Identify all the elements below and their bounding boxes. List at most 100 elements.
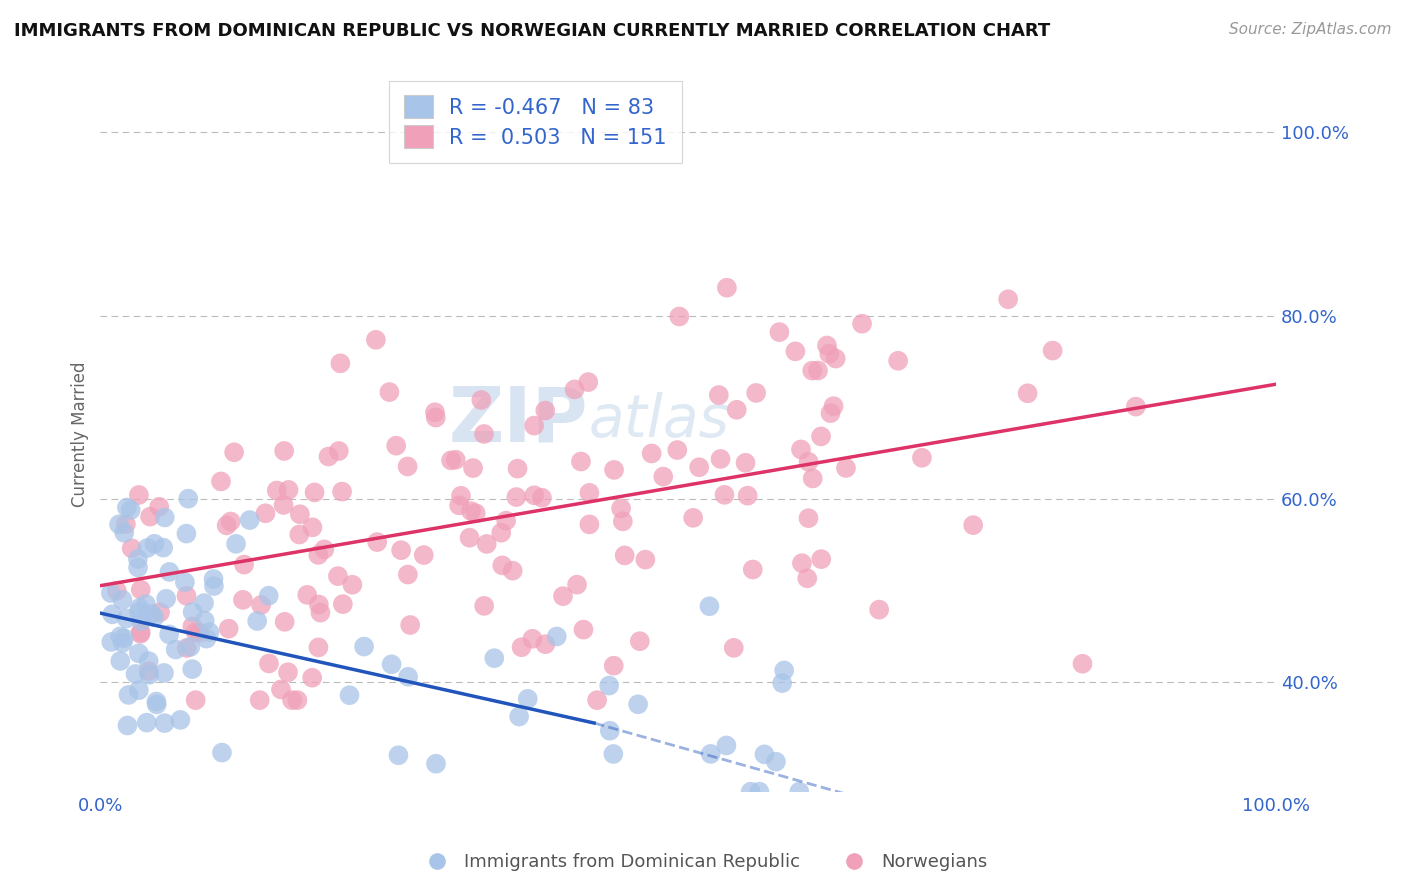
Point xyxy=(818,347,841,361)
Point xyxy=(460,504,482,518)
Point xyxy=(707,388,730,402)
Point xyxy=(699,599,721,614)
Point xyxy=(239,513,262,527)
Point xyxy=(233,558,256,572)
Point xyxy=(396,567,419,582)
Point xyxy=(546,630,568,644)
Point xyxy=(194,614,217,628)
Point xyxy=(353,640,375,654)
Point xyxy=(790,442,813,457)
Point xyxy=(273,444,295,458)
Point xyxy=(381,657,404,672)
Point xyxy=(425,756,447,771)
Point xyxy=(602,747,624,761)
Point xyxy=(725,402,748,417)
Point xyxy=(815,338,838,352)
Point xyxy=(100,635,122,649)
Point xyxy=(610,501,633,516)
Point xyxy=(962,518,984,533)
Point xyxy=(309,606,332,620)
Point xyxy=(723,640,745,655)
Point xyxy=(820,406,842,420)
Point xyxy=(232,592,254,607)
Point xyxy=(188,625,211,640)
Point xyxy=(564,383,586,397)
Point xyxy=(887,353,910,368)
Point xyxy=(810,429,832,443)
Point xyxy=(801,471,824,485)
Point xyxy=(304,485,326,500)
Point xyxy=(108,517,131,532)
Point xyxy=(273,615,295,629)
Point xyxy=(628,634,651,648)
Point xyxy=(484,651,506,665)
Point xyxy=(911,450,934,465)
Point xyxy=(295,588,318,602)
Point xyxy=(115,611,138,625)
Text: atlas: atlas xyxy=(588,392,730,449)
Point xyxy=(470,392,492,407)
Point xyxy=(128,488,150,502)
Point xyxy=(117,718,139,732)
Point xyxy=(115,500,138,515)
Point xyxy=(155,591,177,606)
Point xyxy=(219,515,242,529)
Point xyxy=(176,640,198,655)
Point xyxy=(810,552,832,566)
Point xyxy=(224,445,246,459)
Point xyxy=(143,537,166,551)
Point xyxy=(508,709,530,723)
Point xyxy=(288,527,311,541)
Point xyxy=(709,452,731,467)
Point xyxy=(773,664,796,678)
Point xyxy=(209,475,232,489)
Point xyxy=(307,640,329,655)
Point xyxy=(502,564,524,578)
Point xyxy=(131,614,153,628)
Point xyxy=(127,552,149,566)
Point xyxy=(785,344,807,359)
Point xyxy=(458,531,481,545)
Point xyxy=(318,450,340,464)
Point xyxy=(495,514,517,528)
Point xyxy=(522,632,544,646)
Point xyxy=(586,693,609,707)
Point xyxy=(111,592,134,607)
Point xyxy=(287,693,309,707)
Legend: R = -0.467   N = 83, R =  0.503   N = 151: R = -0.467 N = 83, R = 0.503 N = 151 xyxy=(389,80,682,162)
Point xyxy=(797,455,820,469)
Point xyxy=(516,691,538,706)
Point xyxy=(740,785,762,799)
Point xyxy=(249,693,271,707)
Point xyxy=(737,489,759,503)
Point xyxy=(716,739,738,753)
Point xyxy=(389,543,412,558)
Point xyxy=(181,662,204,676)
Point xyxy=(250,598,273,612)
Point xyxy=(128,600,150,615)
Point xyxy=(152,541,174,555)
Point xyxy=(181,619,204,633)
Point xyxy=(136,541,159,555)
Point xyxy=(682,511,704,525)
Point xyxy=(612,514,634,528)
Point xyxy=(138,654,160,668)
Point xyxy=(135,597,157,611)
Point xyxy=(165,642,187,657)
Point xyxy=(464,506,486,520)
Point xyxy=(257,589,280,603)
Point xyxy=(128,683,150,698)
Point xyxy=(716,281,738,295)
Point xyxy=(225,537,247,551)
Point xyxy=(129,582,152,597)
Point xyxy=(627,698,650,712)
Point xyxy=(396,670,419,684)
Point xyxy=(246,614,269,628)
Point xyxy=(412,548,434,562)
Point xyxy=(475,537,498,551)
Point xyxy=(472,427,495,442)
Point xyxy=(112,525,135,540)
Point xyxy=(339,688,361,702)
Point xyxy=(281,693,304,707)
Point xyxy=(444,452,467,467)
